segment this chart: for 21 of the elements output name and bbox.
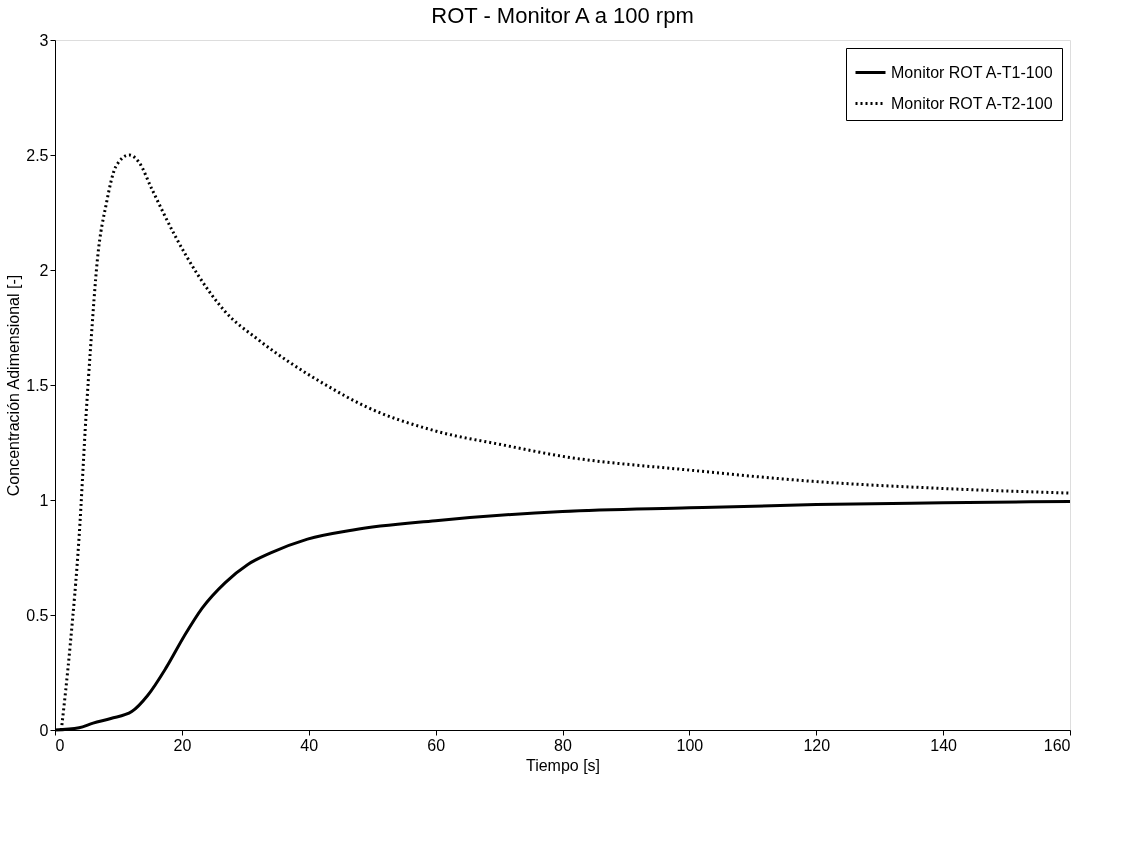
x-tick-label: 100 [676,736,704,754]
y-tick-label: 0 [39,721,49,739]
x-tick-label: 20 [173,736,192,754]
y-tick-label: 1.5 [26,376,49,394]
x-axis-title: Tiempo [s] [525,756,601,774]
x-tick-label: 120 [803,736,831,754]
y-tick-label: 3 [39,31,49,49]
x-tick-label: 0 [55,736,65,754]
y-axis-title: Concentración Adimensional [-] [5,274,23,497]
x-tick-label: 60 [427,736,446,754]
legend-label: Monitor ROT A-T2-100 [891,94,1053,112]
legend-label: Monitor ROT A-T1-100 [891,63,1053,81]
y-tick-label: 0.5 [26,606,49,624]
x-tick-label: 80 [554,736,572,754]
y-tick-label: 2.5 [26,146,49,164]
y-tick-label: 2 [39,261,49,279]
x-tick-label: 160 [1043,736,1071,754]
chart-title: ROT - Monitor A a 100 rpm [431,3,694,28]
x-tick-label: 40 [300,736,319,754]
y-tick-label: 1 [39,491,49,509]
x-tick-label: 140 [930,736,958,754]
